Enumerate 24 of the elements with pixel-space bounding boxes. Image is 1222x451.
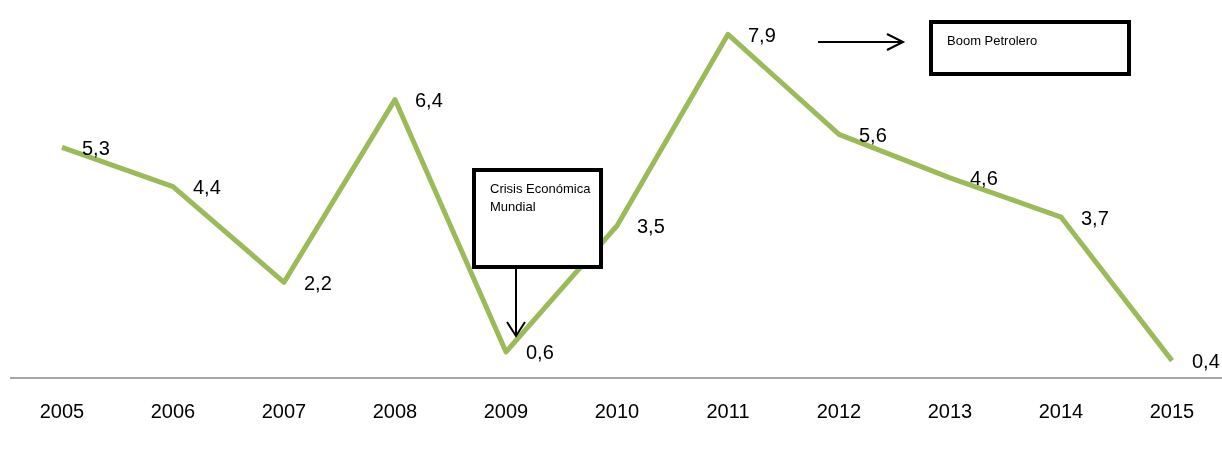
- x-tick-label: 2015: [1149, 399, 1195, 422]
- data-label: 5,6: [859, 123, 887, 146]
- x-tick-label: 2014: [1038, 399, 1084, 422]
- x-tick-label: 2013: [927, 399, 973, 422]
- data-label: 0,4: [1192, 350, 1220, 373]
- data-label: 2,2: [304, 271, 332, 294]
- data-label: 5,3: [82, 136, 110, 159]
- data-label: 3,5: [637, 215, 665, 238]
- data-label: 4,4: [193, 176, 221, 199]
- data-label: 3,7: [1081, 206, 1109, 229]
- annotation: Crisis Económica Mundial: [490, 180, 591, 216]
- annotation: Boom Petrolero: [947, 32, 1039, 50]
- data-label: 6,4: [415, 89, 443, 112]
- x-tick-label: 2006: [150, 399, 196, 422]
- x-tick-label: 2012: [816, 399, 862, 422]
- x-tick-label: 2010: [594, 399, 640, 422]
- x-tick-label: 2008: [372, 399, 418, 422]
- data-label: 4,6: [970, 167, 998, 190]
- x-tick-label: 2007: [261, 399, 307, 422]
- data-label: 7,9: [748, 23, 776, 46]
- x-tick-label: 2011: [706, 399, 750, 422]
- x-tick-label: 2009: [483, 399, 529, 422]
- x-tick-label: 2005: [39, 399, 85, 422]
- data-label: 0,6: [526, 341, 554, 364]
